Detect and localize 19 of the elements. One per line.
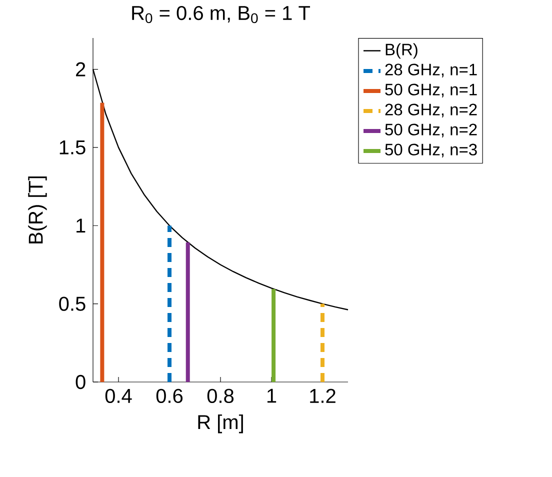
y-axis-title: B(R) [T] bbox=[28, 176, 47, 244]
legend-label: B(R) bbox=[386, 43, 418, 59]
x-tick-label: 1 bbox=[267, 388, 276, 403]
x-tick-label: 0.6 bbox=[156, 388, 183, 404]
x-axis-title: R [m] bbox=[198, 414, 243, 434]
legend-label: 28 GHz, n=1 bbox=[385, 64, 477, 78]
y-tick-label: 0 bbox=[76, 374, 86, 390]
y-tick-label: 0.5 bbox=[59, 296, 86, 311]
x-tick-label: 0.8 bbox=[207, 388, 234, 404]
y-tick-label: 1 bbox=[76, 218, 86, 233]
x-tick-label: 0.4 bbox=[105, 388, 132, 404]
chart-title: R$_{0}$ = 0.6 m, B$_{0}$ = 1 T bbox=[132, 6, 310, 24]
legend-label: 50 GHz, n=3 bbox=[385, 144, 477, 158]
x-tick-label: 1.2 bbox=[310, 388, 336, 403]
legend-label: 50 GHz, n=1 bbox=[385, 84, 477, 98]
legend-label: 28 GHz, n=2 bbox=[385, 104, 477, 118]
y-tick-label: 2 bbox=[76, 62, 86, 76]
y-tick-label: 1.5 bbox=[60, 140, 86, 154]
legend-label: 50 GHz, n=2 bbox=[385, 124, 477, 138]
